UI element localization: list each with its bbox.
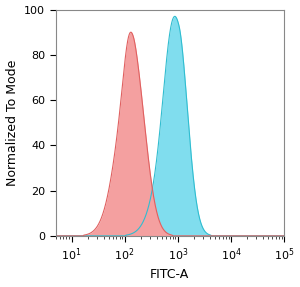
Y-axis label: Normalized To Mode: Normalized To Mode: [6, 59, 19, 186]
X-axis label: FITC-A: FITC-A: [150, 268, 190, 282]
